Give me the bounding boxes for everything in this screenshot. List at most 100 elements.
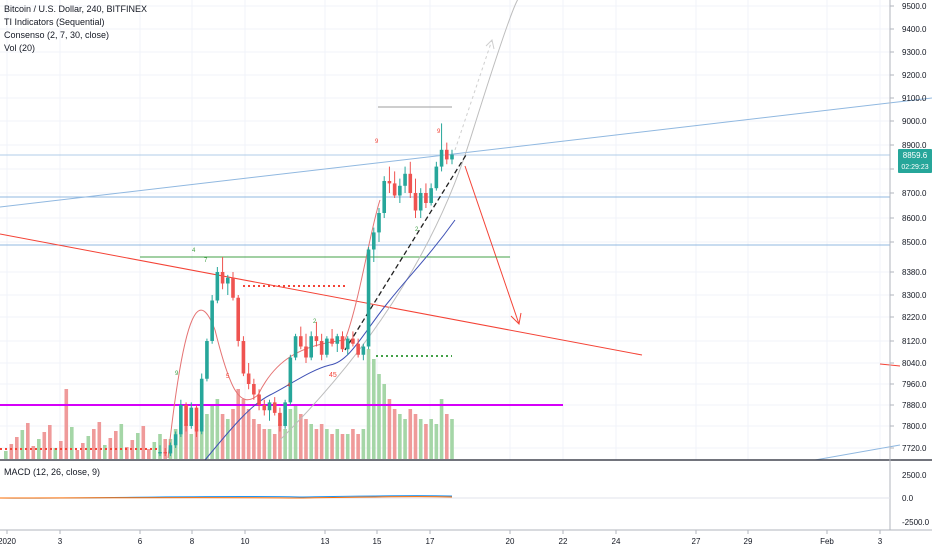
volume-bar bbox=[152, 442, 157, 459]
candle-body bbox=[335, 336, 340, 344]
price-tick-label: 7720.0 bbox=[902, 444, 927, 453]
indicator-consenso[interactable]: Consenso (2, 7, 30, close) bbox=[4, 30, 110, 40]
seq-label: 2 bbox=[415, 227, 419, 233]
candle-body bbox=[278, 412, 282, 426]
chart-legend: Bitcoin / U.S. Dollar, 240, BITFINEX TI … bbox=[4, 3, 147, 55]
time-tick-label: 13 bbox=[321, 537, 330, 546]
red-arrow-head bbox=[510, 312, 522, 326]
volume-bar bbox=[92, 429, 96, 459]
candle-body bbox=[450, 154, 454, 160]
candle-body bbox=[387, 181, 392, 184]
candle-body bbox=[246, 373, 251, 384]
price-tick-label: 8300.0 bbox=[902, 291, 927, 300]
volume-bar bbox=[413, 414, 418, 459]
price-tick-label: 8900.0 bbox=[902, 141, 927, 150]
indicator-sequential[interactable]: TI Indicators (Sequential) bbox=[4, 17, 105, 27]
macd-pane[interactable] bbox=[0, 495, 890, 499]
red-trendline[interactable] bbox=[0, 233, 643, 356]
time-axis[interactable]: 2020 3 6 8 10 13 15 17 20 22 24 27 29 Feb 3 bbox=[0, 530, 883, 546]
volume-bar bbox=[147, 449, 151, 459]
macd-tick-label: -2500.0 bbox=[902, 518, 930, 527]
candle-body bbox=[377, 213, 381, 233]
volume-bar bbox=[309, 424, 314, 459]
volume-bar bbox=[252, 419, 256, 459]
volume-bar bbox=[119, 424, 124, 459]
volume-bar bbox=[398, 414, 402, 459]
volume-bar bbox=[278, 424, 282, 459]
candle-body bbox=[184, 405, 188, 426]
volume-bar bbox=[70, 427, 74, 459]
volume-bar bbox=[371, 359, 376, 459]
candle-body bbox=[298, 336, 303, 347]
ma-fast-line bbox=[167, 199, 381, 459]
volume-bar bbox=[351, 429, 355, 459]
price-axis[interactable]: 9500.0 9400.0 9300.0 9200.0 9100.0 9000.0 8900… bbox=[890, 2, 927, 453]
candle-body bbox=[179, 405, 183, 435]
volume-bar bbox=[179, 434, 183, 459]
candle-body bbox=[398, 185, 402, 196]
candle-body bbox=[267, 402, 272, 411]
volume-bar bbox=[4, 451, 8, 459]
volume-bar bbox=[246, 409, 251, 459]
volume-bar bbox=[424, 424, 428, 459]
volume-bar bbox=[325, 429, 329, 459]
signal-line bbox=[0, 496, 453, 499]
volume-bar bbox=[444, 414, 449, 459]
price-tick-label: 9000.0 bbox=[902, 117, 927, 126]
volume-bar bbox=[345, 434, 350, 459]
candle-body bbox=[215, 272, 220, 301]
red-arrow-shaft[interactable] bbox=[464, 165, 520, 325]
macd-legend[interactable]: MACD (12, 26, close, 9) bbox=[4, 467, 101, 477]
volume-bar bbox=[288, 409, 293, 459]
volume-bar bbox=[272, 434, 277, 459]
volume-bar bbox=[241, 399, 246, 459]
volume-bar bbox=[37, 439, 41, 459]
candle-body bbox=[434, 166, 439, 189]
time-tick-label: Feb bbox=[820, 537, 834, 546]
time-tick-label: 6 bbox=[138, 537, 143, 546]
candle-body bbox=[241, 341, 246, 374]
candle-body bbox=[371, 232, 376, 250]
volume-bar bbox=[330, 434, 334, 459]
candle-body bbox=[429, 188, 433, 203]
volume-bar bbox=[340, 434, 345, 459]
volume-bar bbox=[439, 399, 444, 459]
volume-bar bbox=[304, 419, 308, 459]
volume-bar bbox=[125, 447, 129, 459]
candle-body bbox=[418, 193, 423, 211]
volume-bar bbox=[136, 433, 140, 459]
price-tick-label: 8120.0 bbox=[902, 337, 927, 346]
volume-bar bbox=[75, 450, 80, 459]
price-tick-label: 8220.0 bbox=[902, 313, 927, 322]
volume-bar bbox=[283, 429, 287, 459]
volume-bar bbox=[141, 426, 146, 459]
gray-arrow-head bbox=[485, 39, 495, 50]
candle-body bbox=[408, 173, 413, 193]
price-tick-label: 9500.0 bbox=[902, 2, 927, 11]
candle-body bbox=[272, 402, 277, 413]
macd-axis[interactable]: 2500.0 0.0 -2500.0 bbox=[902, 471, 930, 527]
black-dashed-trendline[interactable] bbox=[344, 154, 467, 351]
seq-label: 9 bbox=[375, 139, 379, 145]
time-tick-label: 17 bbox=[426, 537, 435, 546]
volume-bar bbox=[194, 429, 199, 459]
volume-bar bbox=[114, 431, 118, 459]
volume-bar bbox=[257, 424, 261, 459]
candle-body bbox=[194, 407, 199, 432]
indicator-volume[interactable]: Vol (20) bbox=[4, 43, 36, 53]
volume-bar bbox=[103, 445, 107, 459]
candle-body bbox=[439, 149, 444, 167]
price-tick-label: 9100.0 bbox=[902, 94, 927, 103]
volume-bar bbox=[319, 424, 324, 459]
price-countdown: 02:29:23 bbox=[901, 164, 928, 171]
right-blue-line bbox=[814, 444, 901, 461]
symbol-title[interactable]: Bitcoin / U.S. Dollar, 240, BITFINEX bbox=[4, 4, 148, 14]
volume-bar bbox=[64, 389, 69, 459]
volume-bar bbox=[434, 424, 439, 459]
volume-bar bbox=[205, 414, 209, 459]
time-tick-label: 27 bbox=[692, 537, 701, 546]
volume-bar bbox=[48, 425, 52, 459]
candle-body bbox=[262, 405, 267, 411]
candle-body bbox=[314, 336, 319, 341]
